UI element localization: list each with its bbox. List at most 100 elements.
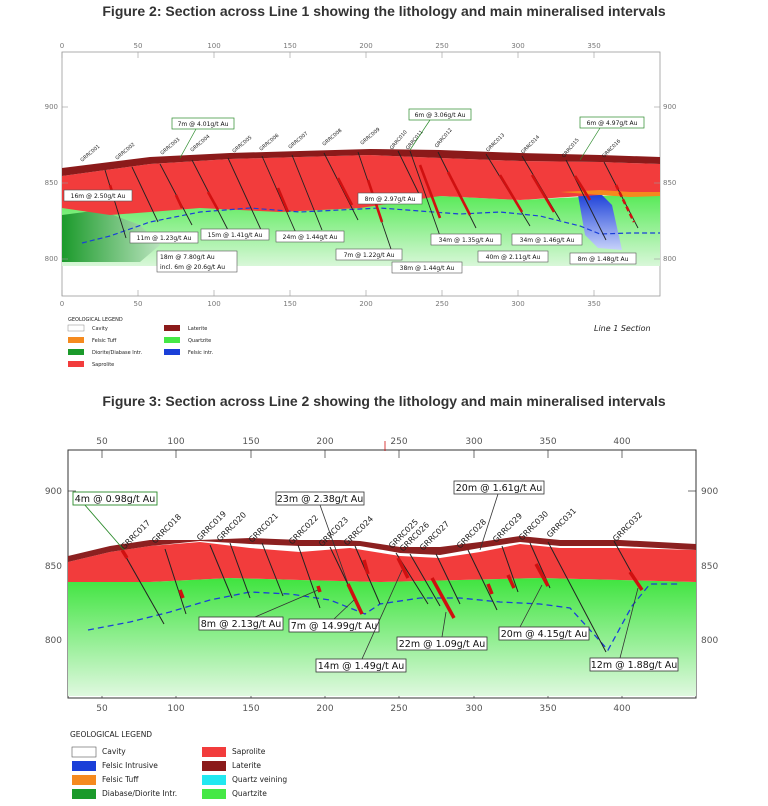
fig2-xtick-bottom: 350 [587, 300, 600, 308]
fig3-intercepts [120, 549, 644, 619]
fig2-interval-3: 6m @ 4.97g/t Au [587, 120, 638, 127]
fig2-tick-marks [61, 52, 660, 296]
fig2-diorite [62, 210, 160, 262]
fig2-felsic-intr [578, 193, 622, 250]
fig3-legend-diabase: Diabase/Diorite Intr. [102, 789, 177, 798]
fig2-ytick-right: 850 [663, 179, 676, 187]
fig3-xtick: 400 [613, 437, 630, 447]
fig2-xtick: 350 [587, 42, 600, 50]
fig2-legend-cavity: Cavity [92, 326, 108, 332]
fig2-interval-5: 8m @ 2.97g/t Au [365, 196, 416, 203]
fig3-xtick: 300 [465, 437, 482, 447]
fig3-xtick: 100 [167, 437, 184, 447]
fig2-ytick: 800 [45, 255, 58, 263]
fig3-legend-cavity: Cavity [102, 747, 126, 756]
fig2-laterite [62, 149, 660, 176]
fig3-interval-3: 20m @ 1.61g/t Au [456, 483, 543, 494]
fig3-legend-laterite: Laterite [232, 761, 261, 770]
fig2-xtick-bottom: 250 [435, 300, 448, 308]
fig3-xtick: 350 [539, 437, 556, 447]
fig2-xtick-bottom: 100 [207, 300, 220, 308]
fig3-xtick: 200 [316, 437, 333, 447]
fig2-xtick: 150 [283, 42, 296, 50]
fig3-xtick-bottom: 400 [613, 704, 630, 714]
fig2-legend: GEOLOGICAL LEGEND Cavity Felsic Tuff Dio… [67, 317, 214, 368]
fig2-legend-laterite: Laterite [188, 326, 207, 332]
fig3-ytick-right: 850 [701, 562, 718, 572]
fig2-interval-15: 8m @ 1.48g/t Au [578, 256, 629, 263]
fig3-ytick: 850 [45, 562, 62, 572]
fig2-xtick-bottom: 300 [511, 300, 524, 308]
fig2-ytick: 900 [45, 103, 58, 111]
fig3-laterite [68, 536, 696, 562]
fig3-water-table [87, 583, 680, 652]
fig3-interval-6: 22m @ 1.09g/t Au [399, 639, 486, 650]
fig3-interval-9: 12m @ 1.88g/t Au [591, 660, 678, 671]
fig3-ytick: 900 [45, 487, 62, 497]
fig3-xtick-bottom: 150 [242, 704, 259, 714]
fig2-interval-4: 16m @ 2.50g/t Au [71, 193, 126, 200]
fig2-xtick: 200 [359, 42, 372, 50]
figure3-section: 50 100 150 200 250 300 350 400 50 100 15… [45, 437, 718, 799]
fig2-xtick-bottom: 50 [134, 300, 143, 308]
fig3-interval-7: 20m @ 4.15g/t Au [501, 629, 588, 640]
fig2-interval-6: 11m @ 1.23g/t Au [137, 235, 192, 242]
fig3-ytick-right: 800 [701, 636, 718, 646]
fig3-legend-saprolite: Saprolite [232, 747, 266, 756]
fig2-interval-13: 7m @ 1.22g/t Au [344, 252, 395, 259]
fig2-interval-labels: 7m @ 4.01g/t Au 6m @ 3.06g/t Au 6m @ 4.9… [63, 108, 645, 274]
fig3-ytick-right: 900 [701, 487, 718, 497]
fig2-xtick: 100 [207, 42, 220, 50]
fig3-interval-1: 4m @ 0.98g/t Au [75, 494, 156, 505]
fig3-xtick-bottom: 250 [390, 704, 407, 714]
fig3-interval-5: 7m @ 14.99g/t Au [291, 621, 378, 632]
fig2-xtick: 50 [134, 42, 143, 50]
fig3-interval-2: 23m @ 2.38g/t Au [277, 494, 364, 505]
fig3-xtick-bottom: 200 [316, 704, 333, 714]
fig3-xtick-bottom: 50 [96, 704, 108, 714]
fig2-xtick: 300 [511, 42, 524, 50]
fig3-interval-4: 8m @ 2.13g/t Au [201, 619, 282, 630]
fig3-ytick: 800 [45, 636, 62, 646]
fig2-interval-11: 18m @ 7.80g/t Au [160, 254, 215, 261]
fig2-xtick: 0 [60, 42, 64, 50]
fig2-xtick-bottom: 150 [283, 300, 296, 308]
fig3-xtick: 50 [96, 437, 108, 447]
fig3-xtick-bottom: 300 [465, 704, 482, 714]
fig2-ytick: 850 [45, 179, 58, 187]
fig3-xtick: 150 [242, 437, 259, 447]
fig2-xtick-bottom: 0 [60, 300, 64, 308]
fig2-interval-12: incl. 6m @ 20.6g/t Au [160, 264, 225, 271]
fig3-xtick-bottom: 100 [167, 704, 184, 714]
fig2-water-table [81, 207, 660, 244]
fig2-legend-diorite: Diorite/Diabase Intr. [92, 350, 142, 356]
fig3-xtick-bottom: 350 [539, 704, 556, 714]
fig3-legend-felsic-tuff: Felsic Tuff [102, 775, 139, 784]
fig3-legend-quartz-veining: Quartz veining [232, 775, 287, 784]
fig2-interval-7: 15m @ 1.41g/t Au [208, 232, 263, 239]
fig2-legend-quartzite: Quartzite [188, 338, 211, 344]
fig3-legend: GEOLOGICAL LEGEND Cavity Felsic Intrusiv… [70, 730, 287, 799]
fig2-legend-felsic-intr: Felsic intr. [188, 350, 214, 356]
fig2-interval-9: 34m @ 1.35g/t Au [439, 237, 494, 244]
fig2-ytick-right: 900 [663, 103, 676, 111]
fig2-interval-1: 7m @ 4.01g/t Au [178, 121, 229, 128]
figure2-section: 0 50 100 150 200 250 300 350 0 50 100 15… [45, 42, 677, 368]
fig2-section-label: Line 1 Section [594, 324, 651, 333]
figure3-title: Figure 3: Section across Line 2 showing … [102, 393, 666, 409]
fig3-xtick: 250 [390, 437, 407, 447]
fig2-interval-14: 40m @ 2.11g/t Au [486, 254, 541, 261]
fig3-interval-labels: 4m @ 0.98g/t Au 23m @ 2.38g/t Au 20m @ 1… [72, 480, 679, 673]
fig2-xtick: 250 [435, 42, 448, 50]
fig3-legend-title: GEOLOGICAL LEGEND [70, 730, 152, 739]
fig2-interval-8: 24m @ 1.44g/t Au [283, 234, 338, 241]
fig2-legend-felsic-tuff: Felsic Tuff [92, 338, 117, 344]
fig3-interval-8: 14m @ 1.49g/t Au [318, 661, 405, 672]
fig3-quartzite [68, 578, 696, 696]
fig2-ytick-right: 800 [663, 255, 676, 263]
fig2-legend-title: GEOLOGICAL LEGEND [68, 317, 123, 323]
fig3-legend-felsic-intrusive: Felsic Intrusive [102, 761, 158, 770]
fig2-xtick-bottom: 200 [359, 300, 372, 308]
figure2-title: Figure 2: Section across Line 1 showing … [102, 3, 666, 19]
fig2-interval-2: 6m @ 3.06g/t Au [415, 112, 466, 119]
